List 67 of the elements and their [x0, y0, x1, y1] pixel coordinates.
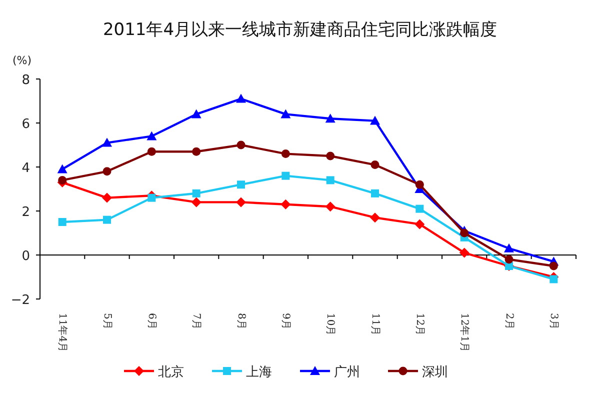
xtick: 11月 [369, 313, 380, 336]
point [103, 216, 111, 224]
point [236, 140, 246, 150]
point [237, 180, 245, 189]
xtick: 8月 [235, 313, 246, 330]
legend-item: 北京 [124, 365, 184, 380]
ytick: 8 [22, 73, 30, 88]
point [191, 109, 202, 118]
ytick: 0 [22, 249, 30, 264]
point [102, 167, 112, 176]
legend-item: 上海 [212, 365, 272, 380]
xtick: 5月 [101, 313, 112, 330]
ylabel: (%) [12, 54, 32, 67]
point [326, 152, 335, 160]
point [236, 197, 246, 208]
point [416, 204, 424, 213]
point [415, 180, 424, 189]
point [192, 147, 201, 156]
point [504, 255, 514, 264]
ytick: −2 [10, 293, 30, 308]
legend-label: 广州 [334, 365, 360, 380]
xtick: 11年4月 [56, 313, 68, 352]
point [58, 218, 66, 226]
xtick: 12年1月 [458, 313, 470, 352]
xtick: 6月 [146, 313, 158, 330]
legend-label: 北京 [158, 365, 184, 380]
point [550, 275, 558, 284]
point [102, 192, 112, 203]
point [280, 109, 291, 118]
point [459, 248, 470, 258]
point [282, 172, 290, 180]
ytick: 2 [22, 205, 30, 220]
xtick: 2月 [503, 313, 514, 330]
xtick: 7月 [190, 313, 202, 330]
legend-label: 深圳 [422, 365, 448, 380]
point [370, 116, 380, 125]
ytick: 6 [22, 117, 30, 132]
point [460, 228, 469, 238]
point [281, 150, 290, 158]
point [326, 176, 334, 184]
point [148, 194, 156, 202]
point [504, 243, 514, 252]
point [371, 189, 379, 198]
ytick: 4 [22, 161, 30, 176]
point [325, 114, 336, 123]
title: 2011年4月以来一线城市新建商品住宅同比涨跌幅度 [102, 20, 498, 40]
legend-item: 广州 [300, 365, 360, 380]
point [57, 164, 68, 174]
point [236, 94, 246, 103]
point [58, 176, 67, 184]
point [147, 147, 156, 156]
point [146, 131, 157, 140]
point [414, 219, 425, 230]
point [192, 189, 200, 198]
point [370, 160, 380, 170]
legend-item: 深圳 [388, 365, 448, 380]
point [280, 199, 291, 210]
point [549, 262, 558, 270]
xtick: 10月 [324, 313, 336, 336]
xtick: 3月 [548, 313, 560, 330]
xtick: 12月 [414, 313, 426, 336]
xtick: 9月 [280, 313, 292, 330]
point [370, 212, 380, 223]
point [191, 197, 202, 208]
legend-label: 上海 [246, 365, 272, 380]
point [102, 138, 112, 147]
point [325, 202, 336, 212]
